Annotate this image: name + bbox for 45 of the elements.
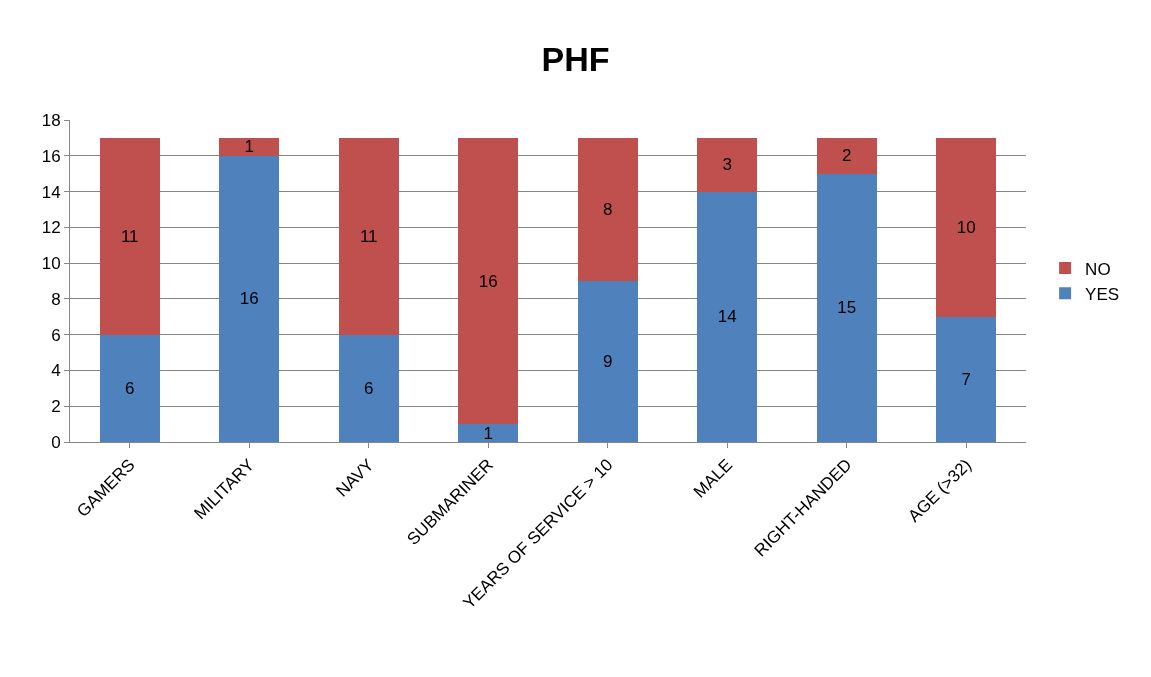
bar [816, 173, 877, 442]
y-tick-label: 6 [51, 325, 61, 345]
data-label: 14 [717, 307, 737, 327]
bar [577, 137, 638, 281]
chart-title: PHF [541, 40, 610, 79]
legend-label: YES [1085, 284, 1120, 304]
data-label: 15 [837, 298, 857, 318]
bar [577, 281, 638, 442]
y-tick-label: 16 [41, 146, 61, 166]
y-tick-label: 14 [41, 182, 61, 202]
data-label: 7 [961, 369, 971, 389]
bar [816, 137, 877, 174]
legend-label: NO [1085, 259, 1111, 279]
bar [99, 137, 160, 335]
data-label: 1 [244, 137, 254, 157]
data-label: 8 [603, 199, 613, 219]
bar [219, 137, 280, 156]
bar [99, 334, 160, 442]
data-label: 11 [359, 226, 378, 246]
y-tick-label: 4 [51, 361, 61, 381]
y-tick-label: 18 [41, 110, 61, 130]
data-label: 1 [483, 423, 493, 443]
data-label: 11 [120, 226, 139, 246]
bar [697, 137, 758, 192]
y-tick-label: 2 [51, 397, 61, 417]
bar [458, 424, 519, 442]
data-label: 3 [722, 155, 732, 175]
y-tick-label: 12 [41, 218, 61, 238]
data-label: 6 [364, 378, 374, 398]
data-label: 9 [603, 352, 613, 371]
bar [219, 155, 280, 442]
data-label: 16 [478, 271, 498, 291]
bar [936, 316, 997, 442]
bar [338, 137, 399, 335]
bar [338, 334, 399, 442]
bar [458, 137, 519, 425]
data-label: 6 [125, 378, 135, 398]
data-label: 10 [956, 217, 976, 237]
y-tick-label: 10 [41, 254, 61, 274]
y-tick-label: 0 [51, 432, 61, 452]
y-tick-label: 8 [51, 289, 61, 309]
data-label: 16 [239, 289, 259, 309]
bar [697, 191, 758, 442]
bar [936, 137, 997, 317]
data-label: 2 [842, 146, 852, 166]
